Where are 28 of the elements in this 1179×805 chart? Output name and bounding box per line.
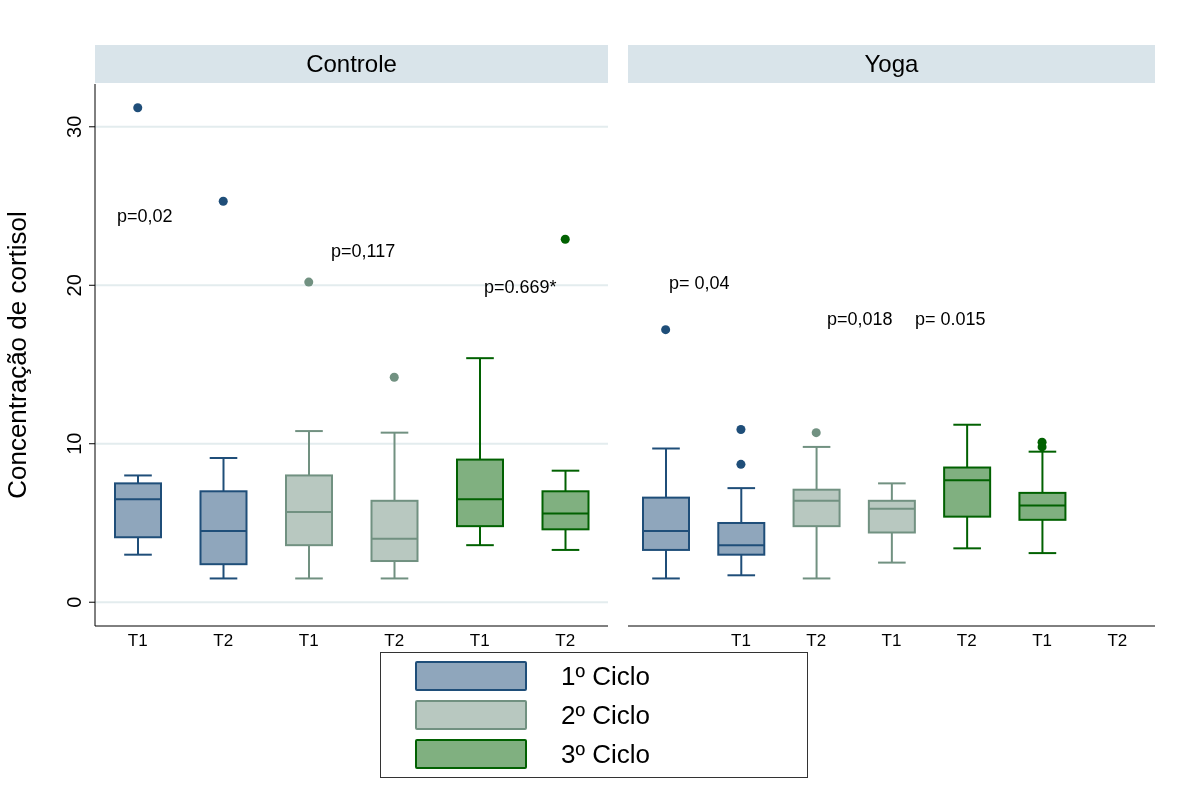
annotation: p=0,117 bbox=[331, 241, 396, 262]
y-tick-label: 30 bbox=[63, 115, 85, 138]
annotation: p=0.669* bbox=[484, 277, 557, 298]
x-tick-label: T1 bbox=[1032, 631, 1052, 651]
x-tick-label: T2 bbox=[555, 631, 576, 651]
x-tick-label: T2 bbox=[213, 631, 234, 651]
legend-label: 2º Ciclo bbox=[561, 699, 650, 731]
x-tick-label: T1 bbox=[731, 631, 751, 651]
x-tick-label: T1 bbox=[469, 631, 490, 651]
x-tick-label: T2 bbox=[806, 631, 827, 651]
legend-label: 3º Ciclo bbox=[561, 738, 650, 770]
chart-title: Controle bbox=[95, 45, 608, 83]
x-tick-label: T2 bbox=[956, 631, 977, 651]
x-tick-label: T1 bbox=[127, 631, 148, 651]
x-tick-label: T1 bbox=[881, 631, 902, 651]
x-tick-label: T2 bbox=[384, 631, 405, 651]
annotation: p= 0.015 bbox=[915, 309, 986, 330]
annotation: p= 0,04 bbox=[669, 273, 730, 294]
chart-title: Yoga bbox=[628, 45, 1155, 83]
legend-label: 1º Ciclo bbox=[561, 660, 650, 692]
y-tick-label: 0 bbox=[63, 596, 85, 608]
y-tick-label: 10 bbox=[63, 432, 85, 455]
y-tick-label: 20 bbox=[63, 274, 85, 297]
y-axis-title: Concentração de cortisol bbox=[2, 211, 33, 499]
x-tick-label: T2 bbox=[1107, 631, 1128, 651]
annotation: p=0,02 bbox=[117, 206, 173, 227]
x-tick-label: T1 bbox=[298, 631, 319, 651]
annotation: p=0,018 bbox=[827, 309, 893, 330]
